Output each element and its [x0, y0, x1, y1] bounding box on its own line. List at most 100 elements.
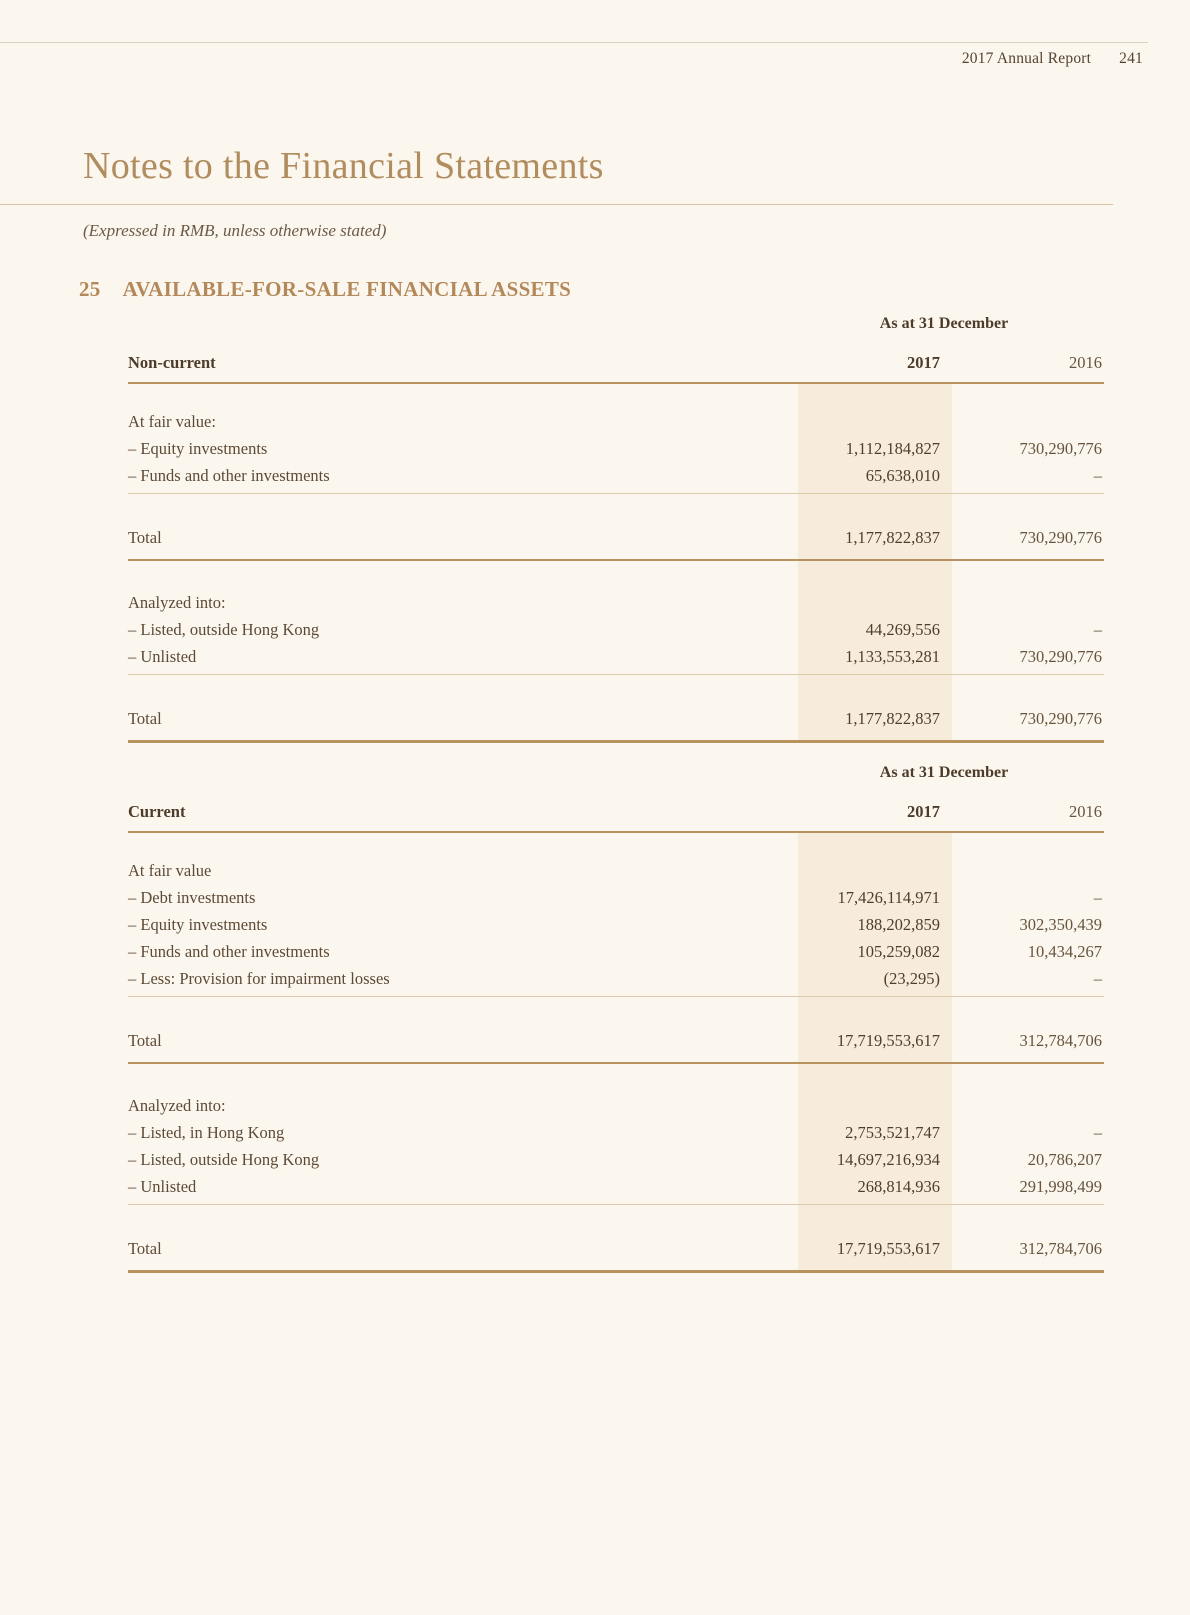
row-label: – Less: Provision for impairment losses: [128, 969, 390, 988]
value-2016: –: [1093, 969, 1102, 988]
value-2017: 17,719,553,617: [836, 1031, 940, 1050]
total-row-block: Total 17,719,553,617 312,784,706: [128, 1205, 1104, 1273]
value-2017: 65,638,010: [865, 466, 940, 485]
row-label: – Equity investments: [128, 915, 268, 934]
value-2016: –: [1093, 466, 1102, 485]
value-2016: 730,290,776: [1019, 709, 1103, 728]
table-row: – Equity investments 1,112,184,827 730,2…: [128, 435, 1104, 462]
table-row: – Listed, in Hong Kong 2,753,521,747 –: [128, 1119, 1104, 1146]
value-2016: 730,290,776: [1019, 439, 1103, 458]
document-subtitle: (Expressed in RMB, unless otherwise stat…: [83, 221, 387, 240]
column-header-2017: 2017: [907, 802, 940, 821]
total-row: Total 17,719,553,617 312,784,706: [128, 1235, 1104, 1262]
total-row-block: Total 1,177,822,837 730,290,776: [128, 494, 1104, 561]
top-divider: [0, 42, 1148, 43]
total-row-block: Total 1,177,822,837 730,290,776: [128, 675, 1104, 743]
row-label: – Listed, in Hong Kong: [128, 1123, 285, 1142]
highlight-2017-column: [798, 833, 952, 1273]
fair-value-group: At fair value – Debt investments 17,426,…: [128, 833, 1104, 997]
table-row: At fair value: [128, 857, 1104, 884]
table-row: Analyzed into:: [128, 589, 1104, 616]
row-label: – Equity investments: [128, 439, 268, 458]
value-2016: 20,786,207: [1027, 1150, 1102, 1169]
fair-value-group: At fair value: – Equity investments 1,11…: [128, 384, 1104, 494]
row-label: – Debt investments: [128, 888, 256, 907]
analyzed-into-group: Analyzed into: – Listed, outside Hong Ko…: [128, 561, 1104, 675]
row-label: Total: [128, 1031, 162, 1050]
total-row-block: Total 17,719,553,617 312,784,706: [128, 997, 1104, 1064]
value-2016: 312,784,706: [1019, 1239, 1103, 1258]
value-2017: 17,426,114,971: [837, 888, 940, 907]
table-row: – Listed, outside Hong Kong 14,697,216,9…: [128, 1146, 1104, 1173]
value-2017: 14,697,216,934: [836, 1150, 940, 1169]
title-divider: [0, 204, 1113, 205]
table-header: As at 31 December Non-current 2017 2016: [128, 310, 1104, 384]
page-number: 241: [1119, 50, 1143, 67]
table-row: – Unlisted 1,133,553,281 730,290,776: [128, 643, 1104, 670]
value-2017: 17,719,553,617: [836, 1239, 940, 1258]
value-2016: 312,784,706: [1019, 1031, 1103, 1050]
table-current: As at 31 December Current 2017 2016 At f…: [128, 759, 1104, 1273]
value-2016: 291,998,499: [1019, 1177, 1103, 1196]
total-row: Total 1,177,822,837 730,290,776: [128, 524, 1104, 551]
value-2017: 105,259,082: [857, 942, 941, 961]
table-noncurrent: As at 31 December Non-current 2017 2016 …: [128, 310, 1104, 743]
table-row: – Listed, outside Hong Kong 44,269,556 –: [128, 616, 1104, 643]
column-header-2016: 2016: [1069, 353, 1102, 372]
value-2016: 10,434,267: [1027, 942, 1102, 961]
value-2017: 1,177,822,837: [845, 709, 940, 728]
row-label: – Unlisted: [128, 647, 197, 666]
value-2016: –: [1093, 888, 1102, 907]
row-label: – Unlisted: [128, 1177, 197, 1196]
table-row: – Funds and other investments 65,638,010…: [128, 462, 1104, 489]
value-2017: 1,112,184,827: [845, 439, 940, 458]
table-row: At fair value:: [128, 408, 1104, 435]
table-row: Analyzed into:: [128, 1092, 1104, 1119]
row-label: – Listed, outside Hong Kong: [128, 620, 320, 639]
row-label: – Funds and other investments: [128, 466, 330, 485]
column-header-2017: 2017: [907, 353, 940, 372]
table-header: As at 31 December Current 2017 2016: [128, 759, 1104, 833]
value-2017: 188,202,859: [857, 915, 941, 934]
value-2017: 44,269,556: [865, 620, 940, 639]
value-2017: (23,295): [883, 969, 940, 988]
page-header: 2017 Annual Report 241: [962, 50, 1143, 68]
document-title: Notes to the Financial Statements: [83, 145, 604, 187]
row-label: Analyzed into:: [128, 1096, 226, 1115]
value-2016: 302,350,439: [1019, 915, 1103, 934]
row-label: At fair value: [128, 861, 212, 880]
value-2016: –: [1093, 620, 1102, 639]
row-group-header: Current: [128, 802, 186, 821]
table-row: – Debt investments 17,426,114,971 –: [128, 884, 1104, 911]
value-2017: 1,133,553,281: [845, 647, 940, 666]
table-row: – Equity investments 188,202,859 302,350…: [128, 911, 1104, 938]
value-2017: 1,177,822,837: [845, 528, 940, 547]
report-title: 2017 Annual Report: [961, 50, 1092, 67]
table-row: – Less: Provision for impairment losses …: [128, 965, 1104, 992]
total-row: Total 17,719,553,617 312,784,706: [128, 1027, 1104, 1054]
analyzed-into-group: Analyzed into: – Listed, in Hong Kong 2,…: [128, 1064, 1104, 1205]
row-label: – Listed, outside Hong Kong: [128, 1150, 320, 1169]
value-2017: 2,753,521,747: [845, 1123, 940, 1142]
row-label: At fair value:: [128, 412, 216, 431]
row-label: – Funds and other investments: [128, 942, 330, 961]
column-header-2016: 2016: [1069, 802, 1102, 821]
table-row: – Unlisted 268,814,936 291,998,499: [128, 1173, 1104, 1200]
row-label: Total: [128, 1239, 162, 1258]
value-2016: 730,290,776: [1019, 647, 1103, 666]
row-label: Analyzed into:: [128, 593, 226, 612]
total-row: Total 1,177,822,837 730,290,776: [128, 705, 1104, 732]
period-header: As at 31 December: [879, 315, 1009, 332]
section-title: AVAILABLE-FOR-SALE FINANCIAL ASSETS: [122, 277, 572, 301]
table-row: – Funds and other investments 105,259,08…: [128, 938, 1104, 965]
value-2016: –: [1093, 1123, 1102, 1142]
row-group-header: Non-current: [128, 353, 216, 372]
period-header: As at 31 December: [879, 764, 1009, 781]
highlight-2017-column: [798, 384, 952, 743]
row-label: Total: [128, 709, 162, 728]
value-2016: 730,290,776: [1019, 528, 1103, 547]
section-heading: 25 AVAILABLE-FOR-SALE FINANCIAL ASSETS: [79, 277, 571, 302]
row-label: Total: [128, 528, 162, 547]
section-number: 25: [79, 277, 101, 301]
